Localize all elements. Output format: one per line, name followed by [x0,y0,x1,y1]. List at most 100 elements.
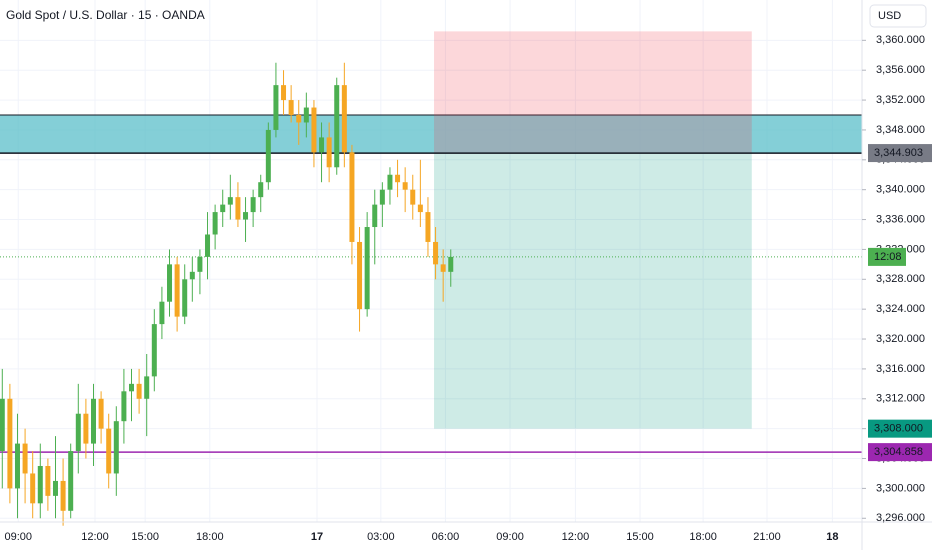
candle-body [402,182,408,190]
candle-body [243,212,249,220]
candle-body [159,301,165,325]
countdown: 12:08 [874,251,902,263]
candle-body [121,391,127,422]
candle-body [151,324,157,377]
candle-body [281,85,287,101]
y-tick-label: 3,320.000 [876,333,925,345]
candle-body [182,279,188,317]
candle-body [326,137,332,168]
y-tick-label: 3,348.000 [876,124,925,136]
y-tick-label: 3,328.000 [876,273,925,285]
zone [0,115,862,154]
level-label: 3,344.903 [874,147,923,159]
candle-body [227,197,233,205]
candle-body [296,115,302,123]
candle-body [250,197,256,213]
candle-body [174,264,180,317]
x-tick-label: 18:00 [689,531,717,543]
candle-body [235,197,241,220]
candle-body [395,174,401,183]
candle-body [129,383,135,392]
candle-body [357,241,363,310]
candle-body [311,107,317,153]
level-label: 3,308.000 [874,423,923,435]
candle-body [448,256,454,272]
candle-body [334,85,340,168]
y-tick-label: 3,340.000 [876,184,925,196]
candle-body [83,413,89,444]
candle-body [425,212,431,242]
x-tick-label: 06:00 [432,531,460,543]
y-tick-label: 3,300.000 [876,482,925,494]
chart-title: Gold Spot / U.S. Dollar · 15 · OANDA [6,8,205,22]
currency-button[interactable] [869,4,927,28]
candle-body [189,271,195,280]
candle-body [144,376,150,399]
candle-body [205,234,211,257]
level-badge [868,443,932,462]
candle-body [68,451,74,511]
y-tick-label: 3,360.000 [876,34,925,46]
level-label: 3,304.858 [874,446,923,458]
y-tick-label: 3,352.000 [876,94,925,106]
target-area [434,153,752,429]
x-tick-label: 21:00 [753,531,781,543]
stop-area [434,31,752,154]
plot-area [0,0,862,526]
x-tick-label: 12:00 [562,531,590,543]
candle-body [303,107,309,123]
last-price-badge [868,247,906,266]
candle-body [379,189,385,205]
candle-body [288,100,294,116]
candle-body [106,428,112,474]
candle-body [364,227,370,310]
candle-body [30,473,36,504]
candle-body [0,398,5,452]
x-tick-label: 09:00 [4,531,32,543]
candle-body [113,421,119,474]
candle-body [136,383,142,399]
x-tick-label: 12:00 [81,531,109,543]
x-tick-label: 15:00 [626,531,654,543]
y-tick-label: 3,324.000 [876,303,925,315]
level-badge [868,144,932,163]
candle-body [90,398,96,444]
candle-body [37,465,43,504]
candle-body [98,398,104,429]
x-tick-label: 15:00 [131,531,159,543]
candle-body [22,443,28,474]
y-tick-label: 3,312.000 [876,393,925,405]
candle-body [319,137,325,153]
candle-body [75,413,81,452]
candle-body [440,264,446,272]
candle-body [433,241,439,265]
axes: 3,296.0003,300.0003,304.0003,308.0003,31… [4,34,932,543]
x-tick-label: 18:00 [196,531,224,543]
x-tick-label: 17 [311,531,323,543]
y-tick-label: 3,356.000 [876,64,925,76]
currency[interactable]: USD [878,10,901,22]
level-badge [868,419,932,438]
candle-body [273,85,279,130]
y-tick-label: 3,296.000 [876,512,925,524]
y-tick-label: 3,336.000 [876,213,925,225]
candle-body [417,204,423,213]
candle-body [258,182,264,198]
candle-body [14,443,20,489]
y-tick-label: 3,316.000 [876,363,925,375]
candle-body [349,152,355,242]
candle-body [45,465,51,496]
x-tick-label: 03:00 [367,531,395,543]
candle-body [52,480,58,496]
candle-body [220,204,226,213]
candle-body [341,85,347,153]
candle-body [60,480,66,511]
x-tick-label: 18 [826,531,838,543]
candle-body [197,256,203,272]
candle-body [387,174,393,190]
candle-body [265,129,271,183]
candle-body [7,398,13,489]
x-tick-label: 09:00 [496,531,524,543]
candle-body [410,189,416,205]
